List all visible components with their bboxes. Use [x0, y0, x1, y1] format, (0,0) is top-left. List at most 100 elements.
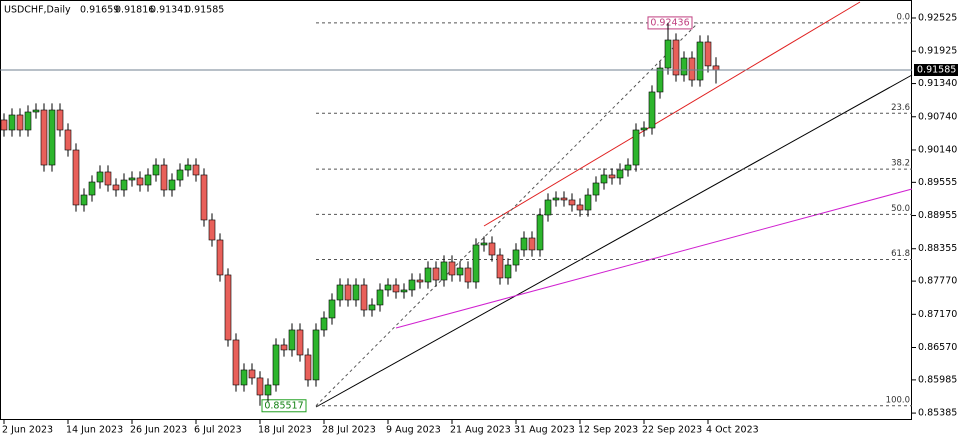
candle-body	[376, 289, 384, 306]
candle-body	[232, 339, 240, 386]
candle-body	[520, 237, 528, 251]
candle-body	[432, 267, 440, 281]
x-tick-label: 26 Jun 2023	[130, 425, 187, 436]
x-tick-label: 9 Aug 2023	[386, 425, 441, 436]
candle-body	[408, 279, 416, 291]
x-tick-label: 22 Sep 2023	[642, 425, 702, 436]
candle-body	[504, 264, 512, 279]
candle-body	[224, 274, 232, 341]
y-tick-label: 0.91925	[918, 46, 957, 57]
candle-body	[640, 127, 648, 131]
candle-body	[296, 329, 304, 356]
x-tick-label: 31 Aug 2023	[514, 425, 575, 436]
candle-body	[256, 377, 264, 396]
candle-body	[120, 179, 128, 191]
candle-body	[88, 181, 96, 196]
candle-body	[160, 164, 168, 191]
candle-body	[568, 199, 576, 206]
candle-body	[560, 197, 568, 201]
candle-body	[440, 261, 448, 281]
candle-body	[656, 67, 664, 93]
candle-body	[608, 174, 616, 179]
chart-title: USDCHF,Daily	[4, 5, 71, 16]
candle-body	[464, 267, 472, 283]
candle-body	[696, 41, 704, 81]
drawings	[315, 1, 913, 408]
x-tick-label: 4 Oct 2023	[706, 425, 759, 436]
candle-body	[208, 219, 216, 241]
candle-body	[320, 317, 328, 331]
x-tick-label: 28 Jul 2023	[322, 425, 376, 436]
fibo-level-label: 0.0	[896, 12, 910, 22]
candle-body	[528, 237, 536, 251]
plot-frame	[0, 0, 912, 420]
header-open: 0.91659	[80, 5, 119, 16]
candle-body	[328, 299, 336, 319]
candle-body	[176, 169, 184, 181]
trend-line	[315, 74, 913, 408]
fibo-low-label: 0.85517	[264, 400, 303, 411]
candle-body	[664, 39, 672, 69]
candle-body	[40, 109, 48, 166]
y-tick-label: 0.87170	[918, 309, 957, 320]
fibo-level-label: 100.0	[886, 395, 910, 405]
candle-body	[16, 114, 24, 131]
header-high: 0.91816	[115, 5, 154, 16]
candle-body	[672, 39, 680, 76]
price-label: 0.91585	[917, 65, 956, 76]
candle-body	[368, 304, 376, 311]
candle-body	[152, 164, 160, 176]
y-tick-label: 0.88355	[918, 243, 957, 254]
candle-body	[248, 369, 256, 379]
candle-body	[384, 284, 392, 291]
candle-body	[264, 384, 272, 396]
y-tick-label: 0.90740	[918, 111, 957, 122]
candle-body	[32, 109, 40, 113]
candle-body	[184, 164, 192, 171]
candle-body	[192, 164, 200, 176]
candle-body	[112, 184, 120, 191]
candle-body	[8, 114, 16, 131]
candle-body	[280, 344, 288, 351]
x-tick-label: 6 Jul 2023	[194, 425, 242, 436]
candle-body	[360, 284, 368, 311]
candle-body	[704, 41, 712, 67]
header-low: 0.91341	[150, 5, 189, 16]
candle-body	[576, 204, 584, 211]
candle-body	[456, 267, 464, 276]
candle-body	[688, 57, 696, 81]
x-tick-label: 14 Jun 2023	[66, 425, 123, 436]
candle-body	[416, 279, 424, 283]
candle-body	[488, 242, 496, 256]
fibo-level-label: 61.8	[891, 249, 910, 259]
candle-body	[584, 194, 592, 211]
candle-body	[144, 174, 152, 186]
candle-body	[632, 129, 640, 166]
candle-body	[288, 329, 296, 351]
y-tick-label: 0.92525	[918, 12, 957, 23]
candle-body	[304, 354, 312, 381]
x-tick-label: 18 Jul 2023	[258, 425, 312, 436]
candle-body	[104, 171, 112, 186]
fibo-low-box	[261, 399, 307, 413]
candle-body	[56, 109, 64, 131]
candle-body	[496, 254, 504, 279]
x-tick-label: 2 Jun 2023	[2, 425, 53, 436]
candle-body	[24, 111, 32, 131]
candle-body	[648, 91, 656, 129]
candle-body	[536, 214, 544, 251]
candle-body	[0, 119, 8, 131]
header-close: 0.91585	[185, 5, 224, 16]
fibo-level-label: 23.6	[891, 103, 910, 113]
x-tick-label: 12 Sep 2023	[578, 425, 638, 436]
fibo-high-label: 0.92436	[650, 17, 689, 28]
candle-body	[64, 129, 72, 151]
candle-body	[592, 182, 600, 196]
y-tick-label: 0.87770	[918, 276, 957, 287]
candle-body	[168, 179, 176, 191]
candle-body	[272, 344, 280, 386]
candle-body	[136, 177, 144, 186]
y-tick-label: 0.89555	[918, 177, 957, 188]
fibo-diagonal	[315, 22, 699, 407]
